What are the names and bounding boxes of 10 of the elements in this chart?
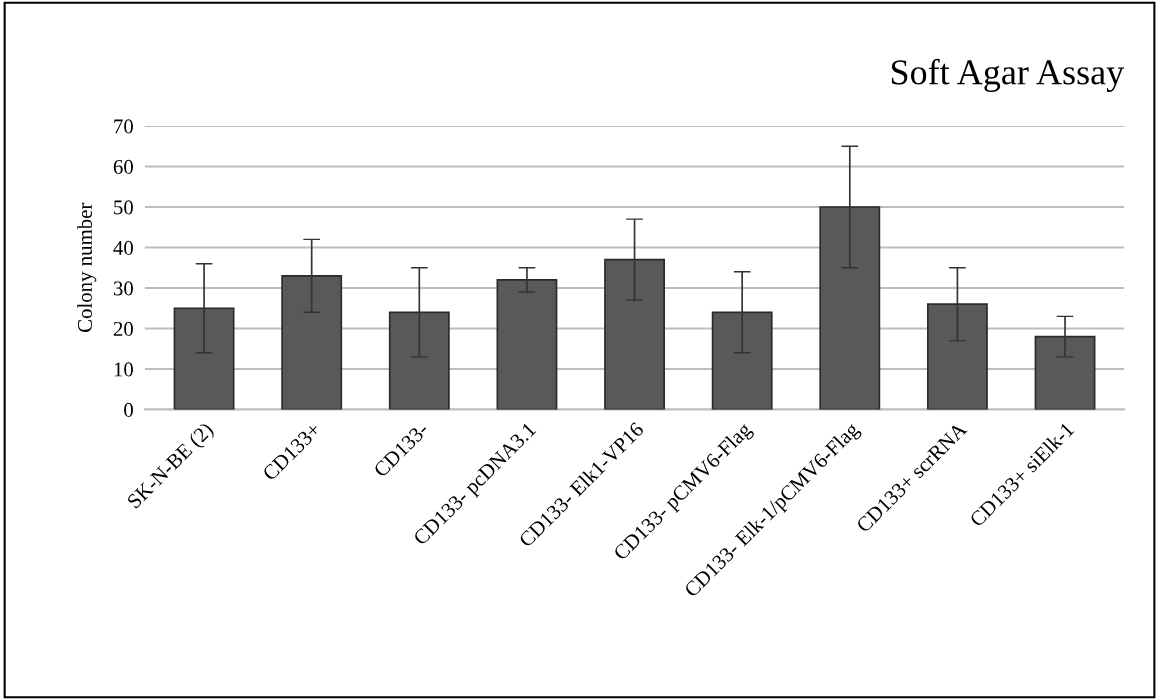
y-tick-label: 30 bbox=[113, 281, 133, 296]
y-tick-label: 20 bbox=[113, 321, 133, 336]
y-axis-title: Colony number bbox=[77, 202, 97, 332]
y-tick-label: 0 bbox=[124, 402, 133, 417]
y-tick-label: 40 bbox=[113, 240, 133, 255]
y-tick-label: 60 bbox=[113, 159, 133, 174]
y-tick-label: 70 bbox=[114, 119, 133, 134]
chart-title: Soft Agar Assay bbox=[891, 58, 1125, 92]
y-tick-label: 10 bbox=[114, 362, 133, 377]
y-tick-label: 50 bbox=[114, 200, 133, 215]
